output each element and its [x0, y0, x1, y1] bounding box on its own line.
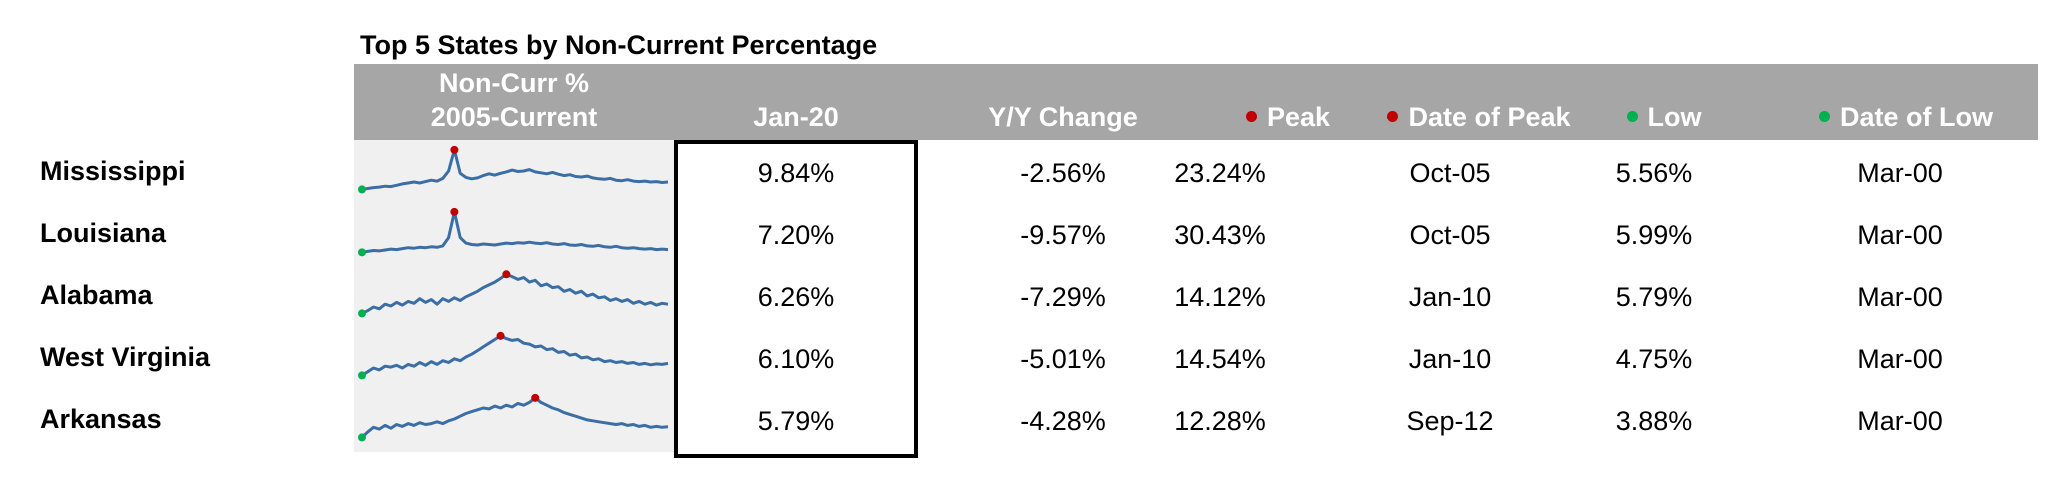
- sparkline-series: [361, 272, 669, 315]
- state-name: Alabama: [40, 280, 153, 310]
- sparkline-low-marker: [358, 433, 366, 442]
- sparkline-peak-marker: [450, 145, 459, 154]
- sparkline: [358, 393, 669, 442]
- sparkline-series: [361, 210, 669, 254]
- peak-value: 14.54%: [1174, 344, 1266, 374]
- table-row: Alabama 6.26% -7.29% 14.12% Jan-10 5.79%…: [0, 264, 2048, 326]
- yoy-change: -4.28%: [1020, 406, 1106, 436]
- header-peak-date-label: Date of Peak: [1408, 102, 1571, 132]
- low-value: 4.75%: [1615, 344, 1693, 374]
- current-value: 6.10%: [757, 344, 835, 374]
- yoy-change: -7.29%: [1020, 282, 1106, 312]
- sparkline-peak-marker: [502, 270, 511, 279]
- sparkline: [358, 207, 669, 257]
- header-sparkline-line1: Non-Curr %: [439, 68, 589, 98]
- low-date: Mar-00: [1857, 282, 1943, 312]
- state-name: Mississippi: [40, 156, 186, 186]
- sparkline-low-marker: [358, 309, 366, 318]
- table-row: Arkansas 5.79% -4.28% 12.28% Sep-12 3.88…: [0, 388, 2048, 450]
- low-value: 3.88%: [1615, 406, 1693, 436]
- peak-value: 12.28%: [1174, 406, 1266, 436]
- peak-date: Oct-05: [1409, 220, 1491, 250]
- low-date: Mar-00: [1857, 344, 1943, 374]
- peak-value: 14.12%: [1174, 282, 1266, 312]
- header-low: Low: [1554, 100, 1774, 134]
- state-name: Arkansas: [40, 404, 162, 434]
- low-value: 5.56%: [1615, 158, 1693, 188]
- sparkline: [358, 331, 669, 380]
- sparkline-peak-marker: [450, 207, 459, 216]
- header-low-date-label: Date of Low: [1840, 102, 1993, 132]
- sparkline-column-background: [354, 140, 674, 452]
- table-title: Top 5 States by Non-Current Percentage: [360, 30, 878, 60]
- table-row: West Virginia 6.10% -5.01% 14.54% Jan-10…: [0, 326, 2048, 388]
- peak-dot-icon: [1245, 111, 1257, 123]
- peak-date: Sep-12: [1406, 406, 1494, 436]
- table-header: Non-Curr % 2005-Current Jan-20 Y/Y Chang…: [354, 64, 2038, 140]
- sparkline-low-marker: [358, 248, 366, 257]
- low-date: Mar-00: [1857, 220, 1943, 250]
- peak-date: Jan-10: [1408, 344, 1492, 374]
- current-value: 7.20%: [757, 220, 835, 250]
- peak-dot-icon: [1387, 111, 1399, 123]
- sparkline-low-marker: [358, 371, 366, 380]
- header-current-label: Jan-20: [753, 102, 839, 132]
- header-low-label: Low: [1647, 102, 1702, 132]
- table-row: Louisiana 7.20% -9.57% 30.43% Oct-05 5.9…: [0, 202, 2048, 264]
- header-current: Jan-20: [674, 100, 918, 134]
- yoy-change: -5.01%: [1020, 344, 1106, 374]
- state-name: Louisiana: [40, 218, 167, 248]
- header-sparkline: Non-Curr % 2005-Current: [354, 66, 674, 134]
- peak-value: 23.24%: [1174, 158, 1266, 188]
- peak-date: Oct-05: [1409, 158, 1491, 188]
- header-peak: Peak: [1178, 100, 1398, 134]
- current-value: 5.79%: [757, 406, 835, 436]
- state-name: West Virginia: [40, 342, 211, 372]
- current-column-highlight: [674, 140, 918, 458]
- low-value: 5.99%: [1615, 220, 1693, 250]
- sparkline-peak-marker: [496, 331, 505, 340]
- header-yoy-label: Y/Y Change: [988, 102, 1138, 132]
- table-row: Mississippi 9.84% -2.56% 23.24% Oct-05 5…: [0, 140, 2048, 202]
- sparkline-low-marker: [358, 185, 366, 194]
- current-value: 9.84%: [757, 158, 835, 188]
- peak-date: Jan-10: [1408, 282, 1492, 312]
- header-yoy: Y/Y Change: [918, 100, 1208, 134]
- sparkline-series: [360, 396, 669, 439]
- sparkline-peak-marker: [531, 393, 540, 402]
- header-sparkline-line2: 2005-Current: [430, 102, 598, 132]
- header-peak-label: Peak: [1266, 102, 1331, 132]
- sparkline: [358, 270, 669, 318]
- header-low-date: Date of Low: [1774, 100, 2038, 134]
- sparkline: [358, 145, 669, 194]
- low-date: Mar-00: [1857, 158, 1943, 188]
- low-value: 5.79%: [1615, 282, 1693, 312]
- low-dot-icon: [1626, 111, 1638, 123]
- low-dot-icon: [1819, 111, 1830, 123]
- yoy-change: -2.56%: [1020, 158, 1106, 188]
- peak-value: 30.43%: [1174, 220, 1266, 250]
- current-value: 6.26%: [757, 282, 835, 312]
- yoy-change: -9.57%: [1020, 220, 1106, 250]
- header-peak-date: Date of Peak: [1314, 100, 1644, 134]
- sparkline-series: [361, 148, 669, 191]
- sparkline-series: [361, 334, 669, 377]
- low-date: Mar-00: [1857, 406, 1943, 436]
